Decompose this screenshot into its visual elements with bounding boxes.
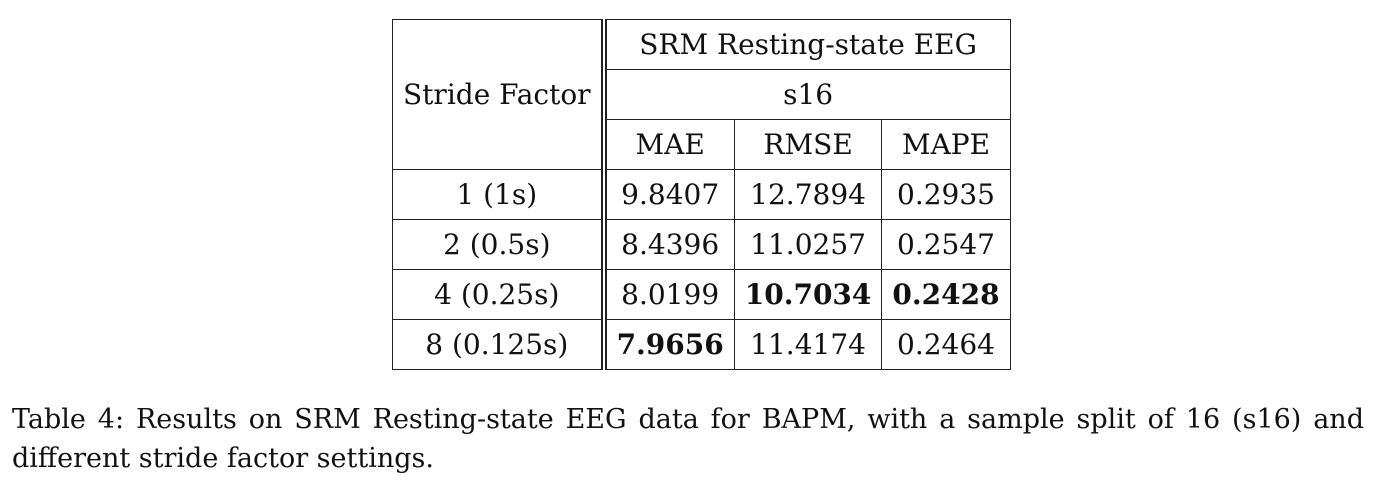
mape-cell: 0.2547 xyxy=(881,219,1011,270)
mae-cell: 8.4396 xyxy=(600,219,735,270)
metric-header-mape: MAPE xyxy=(881,119,1011,170)
split-header: s16 xyxy=(600,69,1011,120)
table-row: 8 (0.125s) 7.9656 11.4174 0.2464 xyxy=(391,319,1011,370)
stride-cell: 1 (1s) xyxy=(391,169,605,220)
rmse-cell: 12.7894 xyxy=(733,169,883,220)
results-table: Stride Factor SRM Resting-state EEG s16 … xyxy=(391,19,1011,370)
stride-cell: 2 (0.5s) xyxy=(391,219,605,270)
stride-factor-header: Stride Factor xyxy=(391,19,605,170)
header-row-dataset: Stride Factor SRM Resting-state EEG xyxy=(391,19,1011,170)
mae-cell-best: 7.9656 xyxy=(600,319,735,370)
mae-cell: 9.8407 xyxy=(600,169,735,220)
rmse-cell-best: 10.7034 xyxy=(733,269,883,320)
mape-cell: 0.2935 xyxy=(881,169,1011,220)
header-row-split: s16 xyxy=(393,69,1011,120)
dataset-header: SRM Resting-state EEG xyxy=(600,19,1011,70)
mape-cell-best: 0.2428 xyxy=(881,269,1011,320)
mae-cell: 8.0199 xyxy=(600,269,735,320)
mape-cell: 0.2464 xyxy=(881,319,1011,370)
table-row: 4 (0.25s) 8.0199 10.7034 0.2428 xyxy=(391,269,1011,320)
table-row: 1 (1s) 9.8407 12.7894 0.2935 xyxy=(391,169,1011,220)
metric-header-rmse: RMSE xyxy=(733,119,883,170)
rmse-cell: 11.4174 xyxy=(733,319,883,370)
stride-cell: 8 (0.125s) xyxy=(391,319,605,370)
metric-header-mae: MAE xyxy=(600,119,735,170)
table-caption: Table 4: Results on SRM Resting-state EE… xyxy=(12,404,1364,474)
rmse-cell: 11.0257 xyxy=(733,219,883,270)
table-row: 2 (0.5s) 8.4396 11.0257 0.2547 xyxy=(391,219,1011,270)
results-table-container: Stride Factor SRM Resting-state EEG s16 … xyxy=(391,19,1011,370)
stride-cell: 4 (0.25s) xyxy=(391,269,605,320)
